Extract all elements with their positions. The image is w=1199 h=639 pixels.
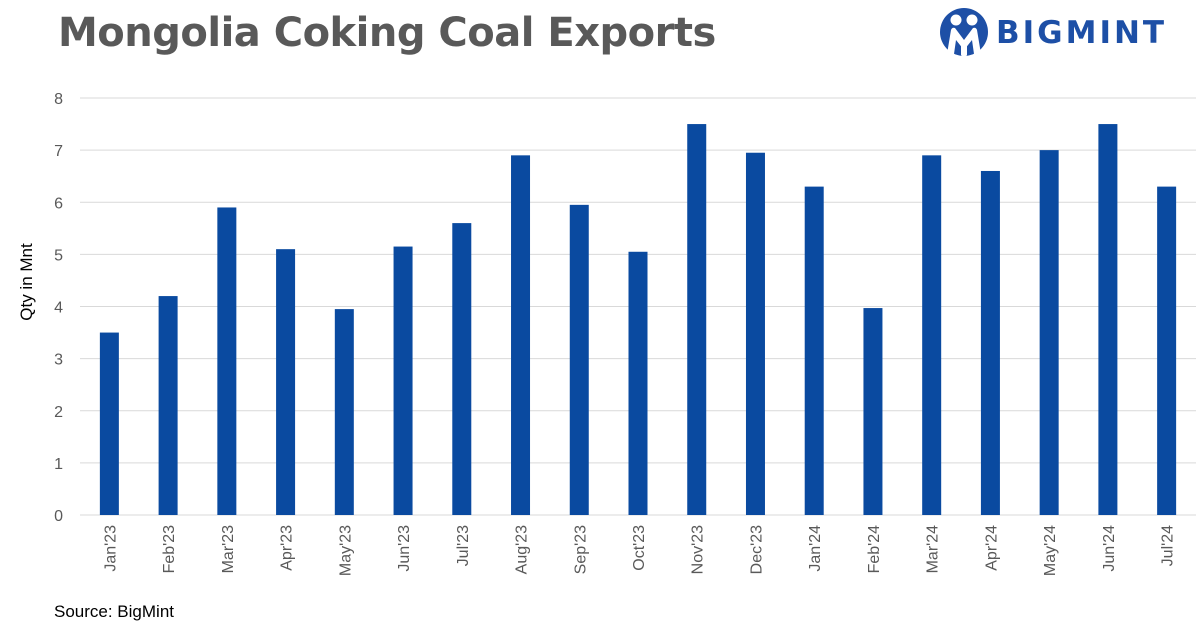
bar-sep-23: [569, 204, 589, 515]
bar-mar-24: [922, 155, 942, 515]
x-axis-ticks: Jan'23 Feb'23 Mar'23 Apr'23 May'23 Jun'23 Jul'…: [102, 525, 1176, 576]
y-tick-label: 2: [54, 404, 63, 421]
x-tick-label: Aug'23: [514, 525, 531, 574]
bars: [99, 124, 1177, 516]
x-tick-label: May'23: [337, 525, 354, 576]
chart-title: Mongolia Coking Coal Exports: [58, 10, 716, 56]
x-tick-label: May'24: [1042, 525, 1059, 576]
bar-jan-24: [804, 186, 824, 516]
bigmint-logo: BIGMINT: [938, 6, 1183, 62]
bar-apr-23: [276, 249, 296, 515]
y-tick-label: 8: [54, 91, 63, 108]
y-tick-label: 3: [54, 352, 63, 369]
y-tick-label: 7: [54, 143, 63, 160]
bar-feb-24: [863, 308, 883, 515]
x-tick-label: Apr'23: [279, 525, 296, 571]
x-tick-label: Nov'23: [690, 525, 707, 574]
x-tick-label: Apr'24: [983, 525, 1000, 571]
bar-may-24: [1039, 150, 1059, 515]
y-tick-label: 5: [54, 247, 63, 264]
bar-apr-24: [980, 170, 1000, 515]
y-axis-label: Qty in Mnt: [17, 243, 36, 321]
bar-mar-23: [217, 207, 237, 515]
bigmint-people-icon: [940, 8, 988, 56]
y-tick-label: 1: [54, 456, 63, 473]
bar-nov-23: [687, 124, 707, 515]
x-tick-label: Jan'24: [807, 525, 824, 572]
source-note: Source: BigMint: [54, 602, 174, 621]
bar-jul-24: [1157, 186, 1177, 516]
y-tick-label: 0: [54, 508, 63, 525]
bar-may-23: [334, 309, 354, 515]
x-tick-label: Sep'23: [572, 525, 589, 574]
x-tick-label: Jul'24: [1160, 525, 1177, 566]
bar-dec-23: [745, 152, 765, 515]
bar-jan-23: [99, 332, 119, 515]
bar-jun-24: [1098, 124, 1118, 515]
bar-feb-23: [158, 296, 178, 515]
x-tick-label: Feb'24: [866, 525, 883, 574]
bar-jul-23: [452, 223, 472, 515]
bar-jun-23: [393, 246, 413, 515]
x-tick-label: Jan'23: [102, 525, 119, 572]
logo-text: BIGMINT: [996, 15, 1168, 51]
bar-aug-23: [511, 155, 531, 515]
x-tick-label: Jun'23: [396, 525, 413, 572]
bar-oct-23: [628, 251, 648, 516]
x-tick-label: Mar'23: [220, 525, 237, 574]
x-tick-label: Oct'23: [631, 525, 648, 571]
y-tick-label: 4: [54, 300, 63, 317]
x-tick-label: Jul'23: [455, 525, 472, 566]
x-tick-label: Mar'24: [925, 525, 942, 574]
x-tick-label: Jun'24: [1101, 525, 1118, 572]
y-axis-ticks: 0 1 2 3 4 5 6 7 8: [54, 91, 63, 525]
x-tick-label: Dec'23: [748, 525, 765, 574]
x-tick-label: Feb'23: [161, 525, 178, 574]
y-tick-label: 6: [54, 195, 63, 212]
